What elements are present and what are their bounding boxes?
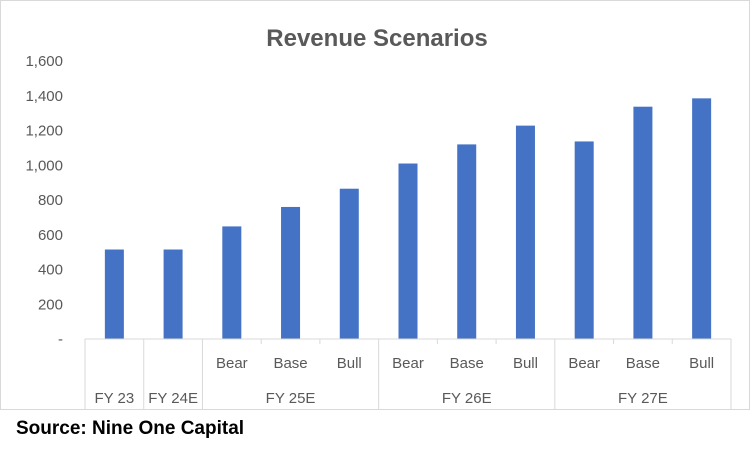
y-axis: - 200 400 600 800 1,000 1,200 1,400 1,600 (25, 53, 63, 348)
bar (574, 141, 594, 339)
y-tick-label: 1,200 (25, 123, 63, 140)
x-tick-label: Bear (216, 355, 248, 372)
bar (222, 226, 242, 339)
x-group-label: FY 26E (442, 390, 492, 407)
x-tick-label: Bull (689, 355, 714, 372)
bars (104, 98, 712, 339)
y-tick-label: 800 (38, 192, 63, 209)
bar (281, 206, 301, 339)
chart-frame: Revenue Scenarios - 200 400 600 800 1,000 1,20… (0, 0, 750, 410)
y-tick-label: 1,400 (25, 88, 63, 105)
x-tick-label: Bull (513, 355, 538, 372)
y-tick-label: 400 (38, 262, 63, 279)
bar (515, 125, 535, 339)
chart-title: Revenue Scenarios (266, 25, 487, 52)
bar (457, 144, 477, 339)
x-tick-label: Base (626, 355, 660, 372)
bar (339, 188, 359, 339)
y-tick-label: 200 (38, 296, 63, 313)
bar (692, 98, 712, 339)
bar (633, 106, 653, 339)
x-group-label: FY 23 (94, 390, 134, 407)
bar (104, 249, 124, 339)
bar (398, 163, 418, 339)
y-tick-label: 1,600 (25, 53, 63, 70)
x-tick-label: Base (273, 355, 307, 372)
source-note: Source: Nine One Capital (16, 418, 245, 439)
x-tick-label: Base (450, 355, 484, 372)
x-group-label: FY 24E (148, 390, 198, 407)
x-tick-label: Bear (568, 355, 600, 372)
x-tick-label: Bear (392, 355, 424, 372)
x-group-label: FY 27E (618, 390, 668, 407)
bar-chart: Revenue Scenarios - 200 400 600 800 1,000 1,20… (25, 25, 732, 409)
x-group-label: FY 25E (266, 390, 316, 407)
bar (163, 249, 183, 339)
y-tick-label: 1,000 (25, 157, 63, 174)
x-axis: Bear Base Bull Bear Base Bull Bear Base Bull FY 2… (84, 338, 732, 409)
y-tick-label: 600 (38, 227, 63, 244)
x-tick-label: Bull (337, 355, 362, 372)
y-tick-label: - (58, 331, 63, 348)
